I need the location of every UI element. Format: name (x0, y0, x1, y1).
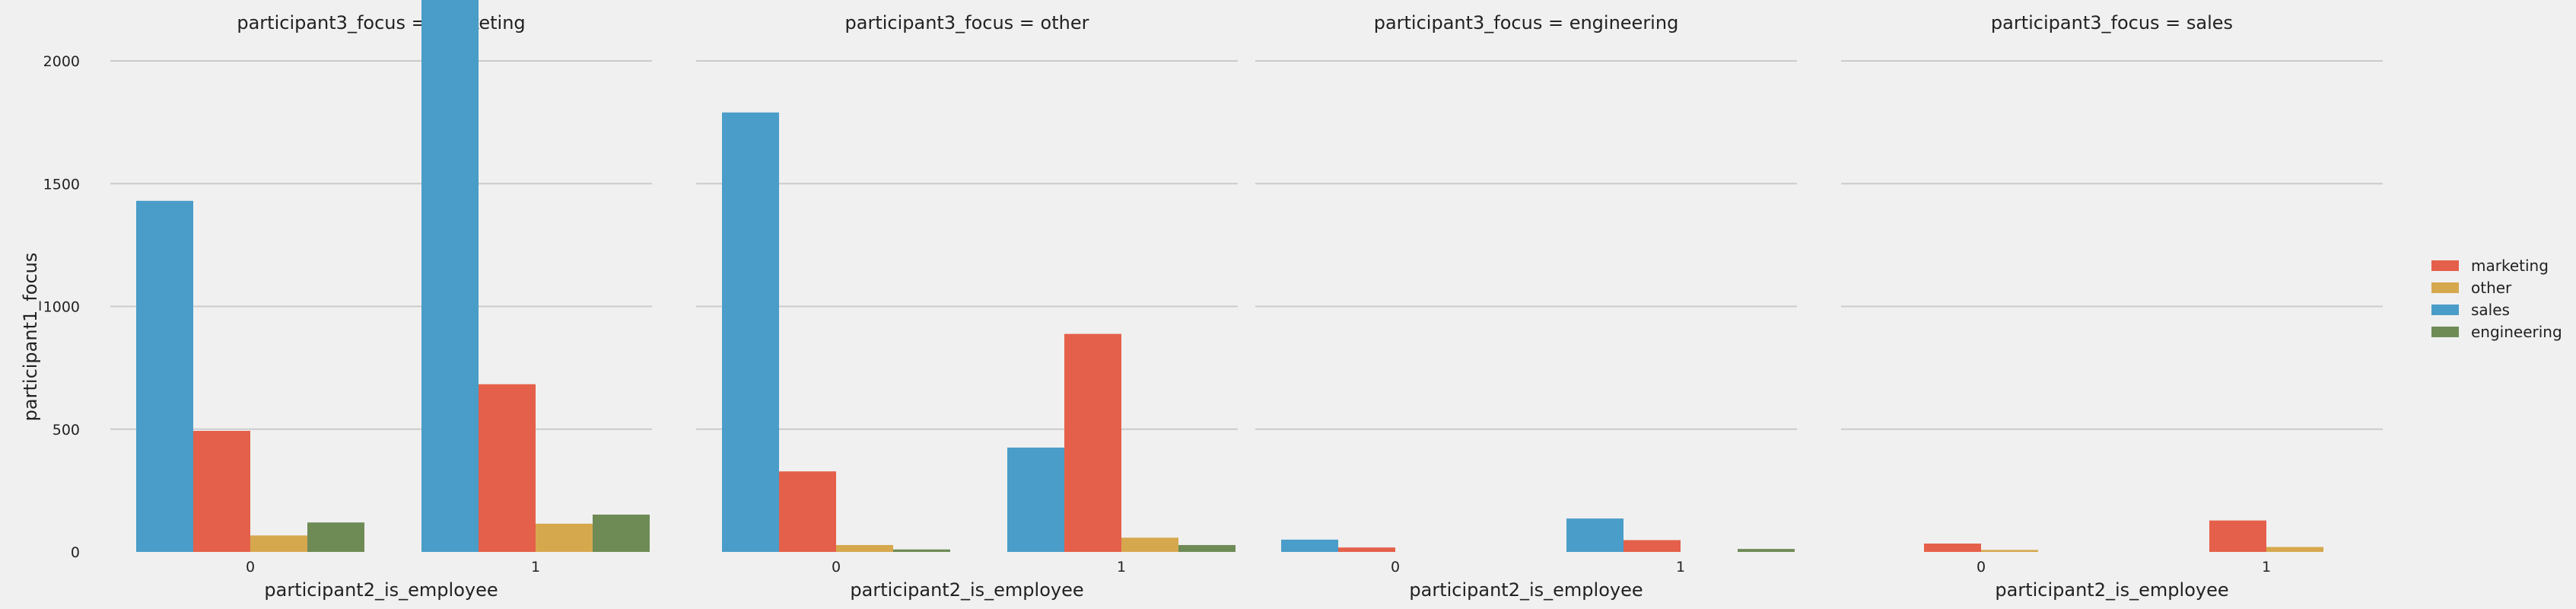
y-tick-label: 2000 (43, 53, 80, 70)
x-axis-label: participant2_is_employee (1409, 579, 1643, 601)
bar-engineering (893, 549, 950, 552)
x-tick-label: 0 (832, 559, 841, 576)
bar-marketing (1624, 540, 1681, 552)
bar-marketing (1924, 544, 1981, 552)
x-tick-label: 1 (2262, 559, 2271, 576)
bar-marketing (193, 431, 250, 552)
bar-marketing (1064, 333, 1121, 552)
legend-label-sales: sales (2471, 301, 2510, 319)
legend-swatch-engineering (2431, 327, 2459, 337)
bar-other (1981, 550, 2038, 552)
bar-sales (1281, 539, 1338, 552)
x-axis-label: participant2_is_employee (264, 579, 498, 601)
panel-title: participant3_focus = engineering (1374, 12, 1679, 33)
legend-swatch-marketing (2431, 260, 2459, 271)
bar-sales (722, 112, 779, 553)
y-tick-label: 1500 (43, 176, 80, 193)
bar-sales (1007, 447, 1064, 552)
legend-label-marketing: marketing (2471, 257, 2549, 275)
legend-label-other: other (2471, 279, 2512, 297)
panel-title: participant3_focus = other (845, 12, 1089, 33)
y-tick-label: 1000 (43, 299, 80, 316)
bar-marketing (1338, 547, 1395, 552)
x-axis-label: participant2_is_employee (850, 579, 1083, 601)
bar-marketing (2209, 520, 2266, 552)
bar-marketing (479, 384, 536, 552)
bar-engineering (593, 514, 650, 552)
y-tick-label: 500 (52, 422, 80, 438)
bar-other (250, 535, 307, 552)
bar-engineering (1738, 549, 1795, 552)
x-axis-label: participant2_is_employee (1995, 579, 2228, 601)
bar-sales (136, 200, 193, 552)
x-tick-label: 1 (1117, 559, 1126, 576)
bar-other (836, 544, 893, 552)
x-tick-label: 1 (531, 559, 540, 576)
x-tick-label: 1 (1676, 559, 1685, 576)
y-tick-label: 0 (71, 544, 80, 561)
x-tick-label: 0 (1977, 559, 1986, 576)
legend-swatch-other (2431, 282, 2459, 293)
bar-other (2266, 547, 2323, 552)
bar-marketing (779, 471, 836, 552)
x-tick-label: 0 (246, 559, 255, 576)
bar-sales (421, 0, 479, 552)
bar-engineering (307, 522, 364, 552)
bar-other (536, 523, 593, 552)
x-tick-label: 0 (1391, 559, 1400, 576)
bar-sales (1566, 518, 1624, 552)
y-axis-label: participant1_focus (20, 253, 41, 422)
panel-title: participant3_focus = marketing (237, 12, 525, 33)
bar-other (1121, 537, 1178, 552)
bar-engineering (1178, 544, 1236, 552)
legend-swatch-sales (2431, 304, 2459, 315)
legend-label-engineering: engineering (2471, 323, 2562, 341)
panel-title: participant3_focus = sales (1991, 12, 2233, 33)
